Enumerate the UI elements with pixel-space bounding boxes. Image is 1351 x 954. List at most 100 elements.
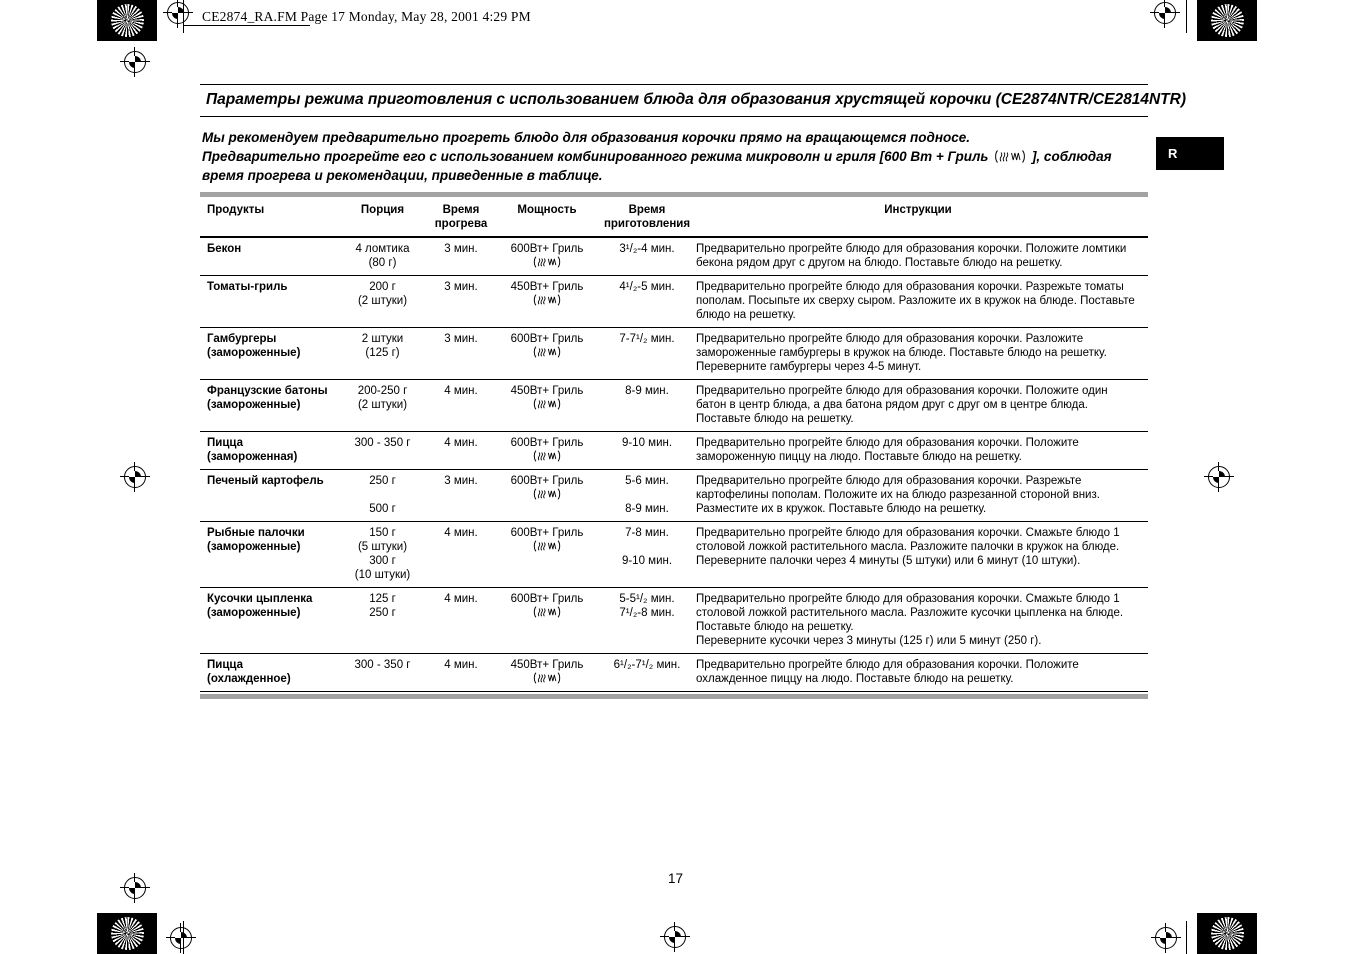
microwave-grill-icon [492,540,602,554]
cell-product: Печеный картофель [200,474,335,516]
table-row: Томаты-гриль 200 г (2 штуки) 3 мин. 450Вт… [200,276,1148,329]
microwave-grill-icon [492,398,602,412]
cook-time-line: 8-9 мин. [625,385,669,398]
power-mode: 600Вт+ Гриль [510,593,584,606]
table-top-rule [200,192,1148,197]
cell-instructions: Предварительно прогрейте блюдо для образ… [692,474,1148,516]
product-name: Кусочки цыпленка [207,593,313,606]
table-row: Пицца (охлажденное) 300 - 350 г 4 мин. 4… [200,654,1148,693]
portion-line: 500 г [369,503,396,516]
portion-line: (5 штуки) [357,541,408,554]
cell-portion: 125 г 250 г [335,592,430,648]
preheat-time: 3 мин. [444,243,478,256]
cell-preheat-time: 4 мин. [430,384,492,426]
power-mode: 450Вт+ Гриль [510,385,584,398]
table-row: Гамбургеры (замороженные) 2 штуки (125 г)… [200,328,1148,381]
power-mode: 600Вт+ Гриль [510,527,584,540]
product-name: Бекон [207,243,242,256]
cell-product: Рыбные палочки (замороженные) [200,526,335,582]
cell-portion: 200-250 г (2 штуки) [335,384,430,426]
microwave-grill-icon [492,606,602,620]
cell-cook-time: 7-7¹/₂ мин. [602,332,692,374]
cell-product: Кусочки цыпленка (замороженные) [200,592,335,648]
instruction-line: Предварительно прогрейте блюдо для образ… [696,475,1082,488]
product-name: Французские батоны [207,385,328,398]
column-header-power: Мощность [517,204,577,216]
instruction-line: Переверните кусочки через 3 минуты (125 … [696,635,1042,648]
intro-line-2-text: Предварительно прогрейте его с использов… [202,149,989,165]
cook-time-line: 9-10 мин. [621,555,673,568]
cook-time-line: 7-7¹/₂ мин. [619,333,675,346]
instruction-line: Предварительно прогрейте блюдо для образ… [696,527,1120,540]
product-note: (замороженная) [207,451,298,464]
cell-power: 600Вт+ Гриль [492,436,602,464]
cell-preheat-time: 4 мин. [430,658,492,686]
registration-mark-icon [120,47,150,77]
cell-cook-time: 4¹/₂-5 мин. [602,280,692,322]
instruction-line: батон в центр блюда, а два батона рядом … [696,399,1088,412]
title-block: Параметры режима приготовления с использ… [200,84,1186,117]
instruction-line: Переверните гамбургеры через 4-5 минут. [696,361,922,374]
cell-preheat-time: 3 мин. [430,332,492,374]
table-row: Пицца (замороженная) 300 - 350 г 4 мин. … [200,432,1148,471]
section-tab-r: R [1156,137,1224,170]
power-mode: 600Вт+ Гриль [510,437,584,450]
portion-line: 250 г [369,607,396,620]
cooking-table: Продукты Порция Время прогрева Мощность … [200,192,1148,700]
instruction-line: картофелины пополам. Положите их на блюд… [696,489,1100,502]
registration-mark-icon [166,923,196,953]
cook-time-line: 9-10 мин. [621,437,673,450]
instruction-line: бекона рядом друг с другом на блюдо. Пос… [696,257,1063,270]
cell-preheat-time: 3 мин. [430,280,492,322]
table-row: Французские батоны (замороженные) 200-25… [200,380,1148,433]
cell-portion: 2 штуки (125 г) [335,332,430,374]
product-note: (замороженные) [207,347,301,360]
cell-preheat-time: 4 мин. [430,526,492,582]
portion-line: 150 г [369,527,396,540]
instruction-line: Предварительно прогрейте блюдо для образ… [696,593,1120,606]
registration-mark-icon [1150,0,1180,28]
portion-line: 300 г [369,555,396,568]
microwave-grill-icon [492,256,602,270]
registration-mark-icon [163,0,193,28]
registration-mark-icon [1151,923,1181,953]
crop-line [183,25,310,26]
power-mode: 450Вт+ Гриль [510,281,584,294]
table-bottom-rule [200,694,1148,700]
cell-portion: 250 г 500 г [335,474,430,516]
cell-product: Французские батоны (замороженные) [200,384,335,426]
registration-mark-icon [120,462,150,492]
product-name: Гамбургеры [207,333,277,346]
cell-portion: 200 г (2 штуки) [335,280,430,322]
table-body: Бекон 4 ломтика (80 г) 3 мин. 600Вт+ Грил… [200,238,1148,693]
cell-cook-time: 9-10 мин. [602,436,692,464]
intro-paragraph: Мы рекомендуем предварительно прогреть б… [202,128,1150,185]
portion-line: (10 штуки) [354,569,411,582]
preheat-time: 4 мин. [444,437,478,450]
registration-mark-icon [660,922,690,952]
portion-line: 200 г [369,281,396,294]
microwave-grill-icon [492,294,602,308]
column-header-preheat-time: Время прогрева [434,204,488,231]
instruction-line: замороженные гамбургеры в кружок на блюд… [696,347,1107,360]
power-mode: 600Вт+ Гриль [510,243,584,256]
microwave-grill-icon [492,450,602,464]
preheat-time: 3 мин. [444,281,478,294]
crop-line [1186,0,1187,33]
preheat-time: 3 мин. [444,333,478,346]
cell-instructions: Предварительно прогрейте блюдо для образ… [692,384,1148,426]
print-header: CE2874_RA.FM Page 17 Monday, May 28, 200… [202,9,531,24]
column-header-cook-time: Время приготовления [603,204,691,231]
cell-preheat-time: 4 мин. [430,436,492,464]
instruction-line: замороженную пиццу на людо. Поставьте бл… [696,451,1022,464]
cell-portion: 4 ломтика (80 г) [335,242,430,270]
crop-line [1186,921,1187,954]
cell-instructions: Предварительно прогрейте блюдо для образ… [692,280,1148,322]
cook-time-line: 6¹/₂-7¹/₂ мин. [613,659,681,672]
product-note: (замороженные) [207,607,301,620]
portion-line: (2 штуки) [357,399,408,412]
product-name: Рыбные палочки [207,527,305,540]
instruction-line: Разместите их в кружок. Поставьте блюдо … [696,503,987,516]
instruction-line: Предварительно прогрейте блюдо для образ… [696,659,1079,672]
portion-line: 250 г [369,475,396,488]
